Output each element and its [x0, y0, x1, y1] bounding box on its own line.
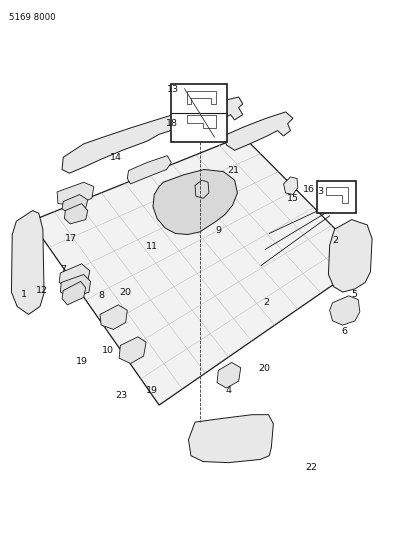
Polygon shape: [62, 195, 88, 213]
Polygon shape: [284, 177, 298, 195]
Text: 10: 10: [102, 346, 114, 355]
Polygon shape: [127, 156, 171, 184]
Text: 4: 4: [226, 386, 231, 394]
Text: 6: 6: [342, 327, 348, 336]
FancyBboxPatch shape: [171, 84, 227, 142]
FancyBboxPatch shape: [317, 181, 356, 213]
Polygon shape: [224, 112, 293, 150]
Polygon shape: [11, 211, 44, 314]
Text: 5169 8000: 5169 8000: [9, 13, 55, 22]
Text: 2: 2: [263, 298, 269, 307]
Text: 19: 19: [76, 357, 89, 366]
Polygon shape: [330, 296, 360, 325]
Polygon shape: [57, 182, 94, 205]
Text: 18: 18: [166, 119, 178, 128]
Text: 19: 19: [146, 386, 158, 394]
Text: 12: 12: [35, 286, 48, 295]
Polygon shape: [31, 136, 367, 405]
Polygon shape: [60, 274, 91, 298]
Text: 20: 20: [120, 288, 132, 296]
Polygon shape: [62, 97, 243, 173]
Text: 1: 1: [21, 290, 27, 298]
Polygon shape: [64, 204, 88, 224]
Text: 8: 8: [98, 292, 104, 300]
Polygon shape: [100, 305, 127, 329]
Polygon shape: [328, 220, 372, 292]
Polygon shape: [217, 362, 241, 388]
Polygon shape: [119, 337, 146, 364]
Text: 21: 21: [227, 166, 239, 175]
Text: 9: 9: [215, 226, 221, 235]
Text: 23: 23: [115, 391, 128, 400]
Text: 14: 14: [110, 153, 122, 161]
Text: 20: 20: [258, 365, 271, 373]
Text: 13: 13: [167, 85, 180, 94]
Text: 7: 7: [60, 265, 66, 273]
Text: 17: 17: [65, 235, 78, 243]
Text: 11: 11: [146, 242, 158, 251]
Text: 22: 22: [305, 464, 317, 472]
Polygon shape: [153, 169, 237, 235]
Polygon shape: [59, 264, 90, 289]
Text: 3: 3: [317, 188, 324, 196]
Text: 15: 15: [287, 194, 299, 203]
Polygon shape: [188, 415, 273, 463]
Polygon shape: [195, 180, 209, 198]
Polygon shape: [62, 281, 86, 305]
Text: 2: 2: [333, 237, 338, 245]
Text: 5: 5: [351, 290, 357, 298]
Text: 16: 16: [303, 185, 315, 193]
